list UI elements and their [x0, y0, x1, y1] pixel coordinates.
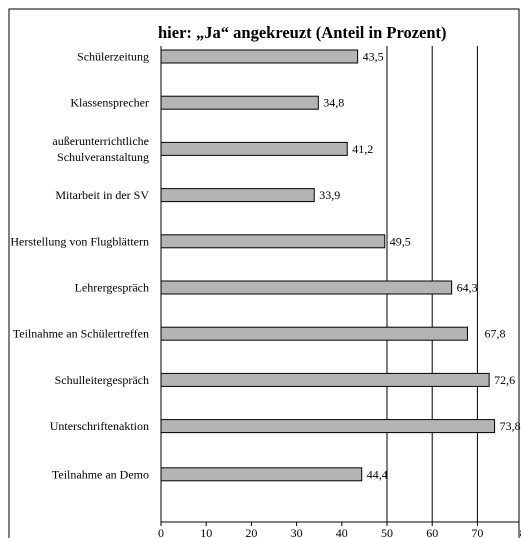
bar: [160, 419, 496, 434]
category-label: Herstellung von Flugblättern: [10, 234, 149, 248]
bar-value-label: 33,9: [319, 188, 340, 202]
bar-value-label: 44,4: [367, 467, 388, 481]
category-label: Klassensprecher: [70, 96, 149, 110]
category-label: Teilnahme an Schülertreffen: [13, 327, 149, 341]
category-label: Teilnahme an Demo: [52, 467, 149, 481]
category-label: Lehrergespräch: [75, 281, 149, 295]
x-tick-label: 20: [245, 526, 257, 538]
x-tick-label: 10: [200, 526, 212, 538]
bar-value-label: 72,6: [494, 373, 515, 387]
chart-frame: [8, 8, 520, 538]
bar: [160, 467, 363, 482]
bar: [160, 280, 453, 295]
bar: [160, 372, 490, 387]
bar: [160, 141, 348, 156]
bar: [160, 188, 315, 203]
bar-value-label: 49,5: [390, 234, 411, 248]
bar: [160, 49, 359, 64]
x-tick-label: 30: [291, 526, 303, 538]
category-label: außerunterrichtliche Schulveranstaltung: [52, 134, 149, 164]
category-label: Schulleitergespräch: [55, 373, 149, 387]
x-tick-label: 70: [471, 526, 483, 538]
category-label: Unterschriftenaktion: [50, 419, 149, 433]
x-axis: 0 10 20 30 40 50 60 70 8: [158, 46, 521, 538]
x-tick-label: 8: [520, 526, 521, 538]
x-tick-label: 40: [336, 526, 348, 538]
x-tick-label: 60: [426, 526, 438, 538]
category-label: Schülerzeitung: [77, 50, 149, 64]
bar-value-label: 34,8: [323, 96, 344, 110]
x-tick-label: 0: [158, 526, 164, 538]
bar: [160, 326, 468, 341]
bar-value-label: 64,3: [457, 281, 478, 295]
bar-value-label: 73,8: [500, 419, 521, 433]
bar-value-label: 43,5: [363, 50, 384, 64]
bar: [160, 234, 386, 249]
bar-value-label: 41,2: [352, 142, 373, 156]
category-label: Mitarbeit in der SV: [55, 188, 149, 202]
bar: [160, 95, 319, 110]
x-tick-label: 50: [381, 526, 393, 538]
category-labels: Schülerzeitung Klassensprecher außerunterr…: [10, 50, 149, 482]
chart-title: hier: „Ja“ angekreuzt (Anteil in Prozent…: [158, 23, 447, 42]
bar-value-label: 67,8: [484, 327, 505, 341]
bars: 43,5 34,8 41,2 33,9 49,5 64,3 67,8 72,6 73,8 44,4: [160, 49, 521, 482]
